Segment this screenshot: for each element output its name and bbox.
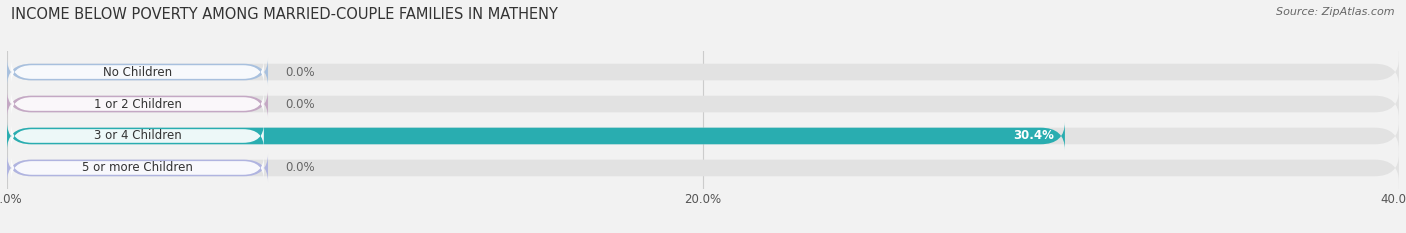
Text: 1 or 2 Children: 1 or 2 Children: [94, 97, 181, 110]
Text: Source: ZipAtlas.com: Source: ZipAtlas.com: [1277, 7, 1395, 17]
Text: 5 or more Children: 5 or more Children: [82, 161, 193, 175]
FancyBboxPatch shape: [7, 122, 1064, 150]
FancyBboxPatch shape: [7, 58, 1399, 86]
FancyBboxPatch shape: [7, 154, 269, 182]
Text: INCOME BELOW POVERTY AMONG MARRIED-COUPLE FAMILIES IN MATHENY: INCOME BELOW POVERTY AMONG MARRIED-COUPL…: [11, 7, 558, 22]
FancyBboxPatch shape: [7, 90, 269, 118]
Text: 0.0%: 0.0%: [285, 65, 315, 79]
Text: 30.4%: 30.4%: [1014, 130, 1054, 143]
Text: 0.0%: 0.0%: [285, 97, 315, 110]
Text: No Children: No Children: [103, 65, 172, 79]
FancyBboxPatch shape: [7, 58, 269, 86]
Text: 3 or 4 Children: 3 or 4 Children: [94, 130, 181, 143]
FancyBboxPatch shape: [11, 92, 264, 116]
FancyBboxPatch shape: [7, 90, 1399, 118]
FancyBboxPatch shape: [11, 60, 264, 84]
FancyBboxPatch shape: [11, 156, 264, 180]
FancyBboxPatch shape: [7, 154, 1399, 182]
FancyBboxPatch shape: [7, 122, 1399, 150]
Text: 0.0%: 0.0%: [285, 161, 315, 175]
FancyBboxPatch shape: [11, 124, 264, 148]
